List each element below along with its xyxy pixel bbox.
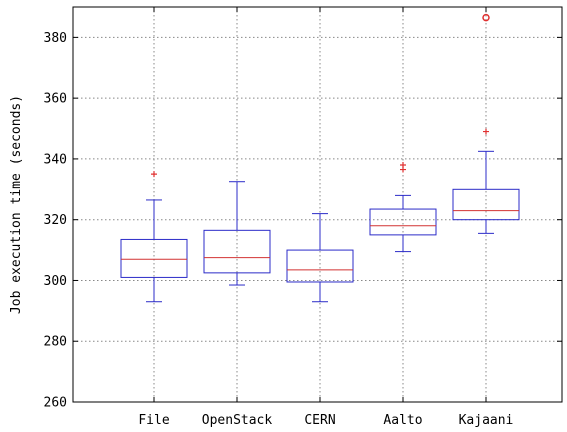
box-openstack <box>203 181 271 286</box>
y-tick-label: 300 <box>44 274 67 289</box>
plot-frame <box>72 6 563 403</box>
y-tick-label: 380 <box>44 31 67 46</box>
boxes <box>120 13 520 303</box>
y-tick-label: 280 <box>44 335 67 350</box>
outlier-circle <box>482 13 490 22</box>
x-tick-label: Aalto <box>383 413 422 428</box>
outlier-plus <box>483 128 489 135</box>
x-tick-label: File <box>138 413 169 428</box>
outlier-plus <box>400 162 406 168</box>
iqr-box <box>369 208 437 236</box>
y-axis-title: Job execution time (seconds) <box>9 95 24 314</box>
box-aalto <box>369 162 437 253</box>
y-tick-label: 360 <box>44 92 67 107</box>
iqr-box <box>286 249 354 283</box>
x-tick-label: CERN <box>304 413 335 428</box>
iqr-box <box>452 188 520 221</box>
box-kajaani <box>452 13 520 234</box>
box-cern <box>286 213 354 303</box>
box-file <box>120 171 188 303</box>
outlier-plus <box>151 171 157 178</box>
y-tick-label: 260 <box>44 396 67 411</box>
y-tick-label: 320 <box>44 213 67 228</box>
x-tick-label: Kajaani <box>459 413 514 428</box>
iqr-box <box>120 238 188 278</box>
iqr-box <box>203 229 271 274</box>
grid <box>73 7 562 402</box>
x-tick-label: OpenStack <box>202 413 273 428</box>
y-tick-label: 340 <box>44 152 67 167</box>
axis-ticks: 260 280 300 320 340 360 380 File OpenStack CERN Aa… <box>44 7 562 428</box>
